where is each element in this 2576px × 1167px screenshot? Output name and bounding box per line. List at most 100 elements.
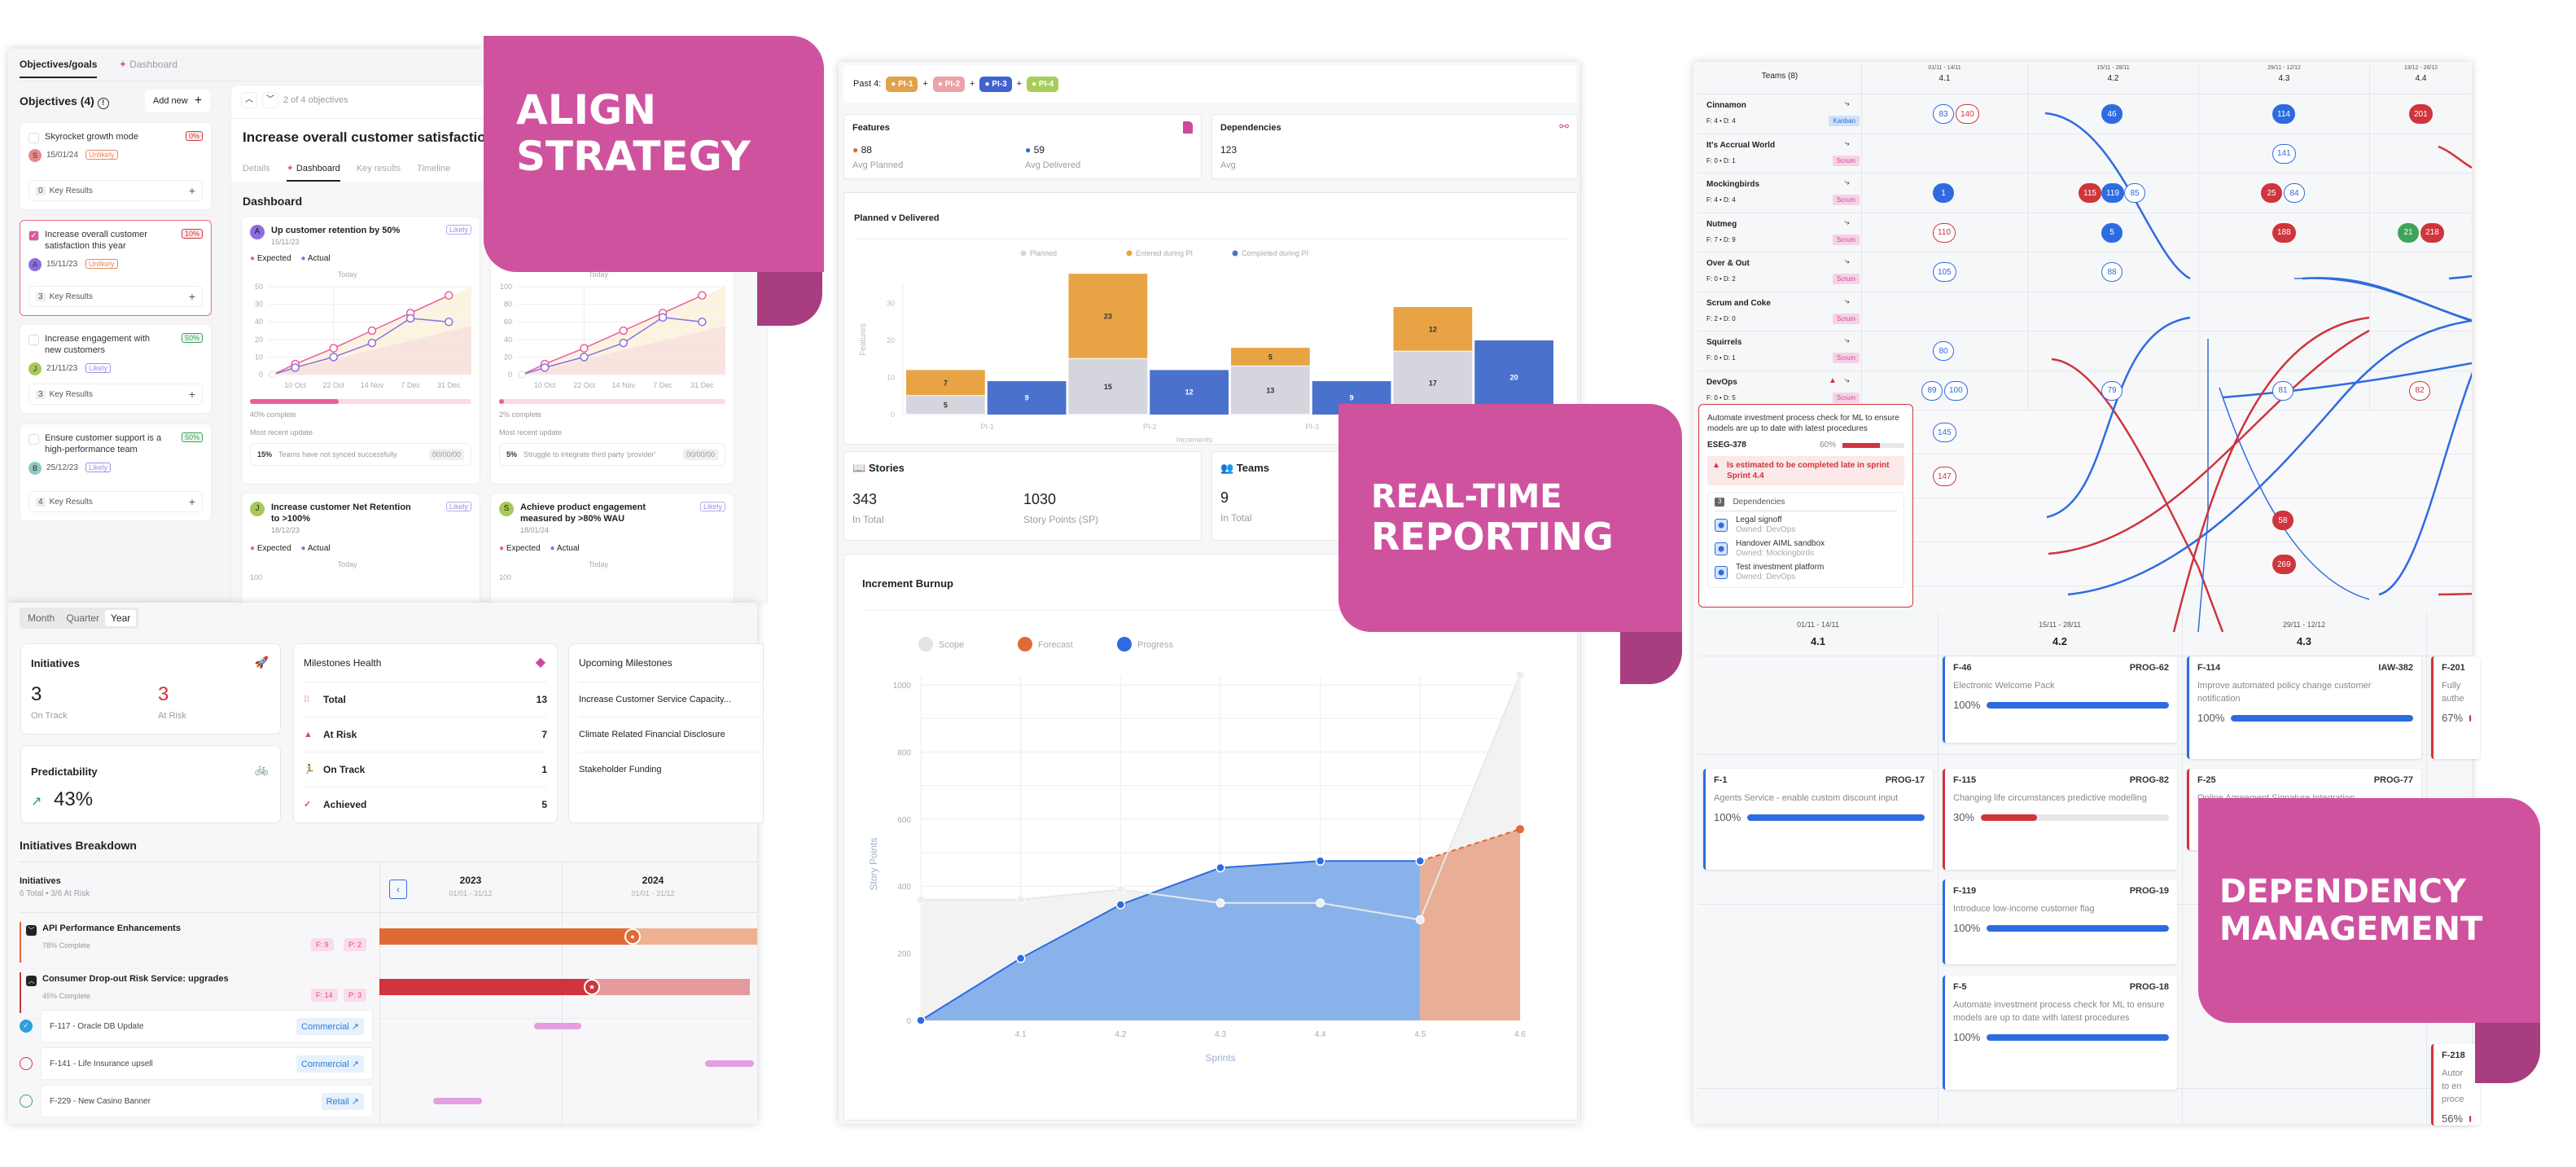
plus-icon[interactable]: +	[188, 184, 195, 197]
dependency-node[interactable]: 25	[2261, 183, 2282, 204]
dependency-node[interactable]: 201	[2409, 104, 2433, 125]
add-new-button[interactable]: Add new +	[145, 90, 210, 112]
team-row[interactable]: Nutmeg F: 7 • D: 9 ⤷ Scrum	[1698, 213, 2472, 252]
feature-card[interactable]: F-1 PROG-17 Agents Service - enable custom…	[1703, 769, 1933, 870]
feature-card[interactable]: F-5 PROG-18 Automate investment process ch…	[1943, 976, 2177, 1090]
dependency-node[interactable]: 58	[2272, 511, 2293, 530]
dependency-node[interactable]: 188	[2272, 222, 2296, 243]
plus-icon[interactable]: +	[188, 388, 195, 401]
team-row[interactable]: Scrum and Coke F: 2 • D: 0 ⤷ Scrum	[1698, 292, 2472, 331]
dependency-node[interactable]: 110	[1933, 222, 1956, 243]
team-row[interactable]: It's Accrual World F: 0 • D: 1 ⤷ Scrum	[1698, 134, 2472, 173]
dependency-node[interactable]: 81	[2272, 380, 2293, 401]
dependency-node[interactable]: 100	[1944, 380, 1968, 401]
team-link-icon[interactable]: ⤷	[1845, 257, 1850, 266]
gantt-prev-button[interactable]: ‹	[389, 880, 407, 899]
dependency-node[interactable]: 115	[2079, 183, 2101, 204]
dependency-node[interactable]: 1	[1933, 183, 1954, 204]
dependency-item[interactable]: ⬢ Handover AIML sandbox Owned: Mockingbird…	[1715, 539, 1897, 559]
dependency-node[interactable]: 88	[2101, 262, 2123, 283]
dependency-node[interactable]: 46	[2101, 104, 2123, 125]
dependency-node[interactable]: 82	[2409, 380, 2430, 401]
dependency-node[interactable]: 79	[2101, 380, 2123, 401]
pi-chip[interactable]: ● PI-4	[1027, 76, 1059, 92]
key-results-row[interactable]: 4 Key Results +	[28, 491, 203, 512]
dependency-node[interactable]: 21	[2398, 222, 2419, 243]
plus-icon[interactable]: +	[188, 495, 195, 508]
chevron-down-icon[interactable]: ﹀	[262, 92, 278, 108]
feature-tag-link[interactable]: Commercial ↗	[296, 1055, 364, 1073]
initiative-title[interactable]: API Performance Enhancements	[42, 924, 181, 933]
pi-chip[interactable]: ● PI-3	[979, 76, 1012, 92]
checkbox[interactable]: ✓	[28, 230, 39, 241]
dependency-node[interactable]: 147	[1933, 467, 1956, 486]
team-link-icon[interactable]: ⤷	[1845, 217, 1850, 227]
feature-card[interactable]: F-114 IAW-382 Improve automated policy cha…	[2187, 656, 2421, 759]
key-results-row[interactable]: 3 Key Results +	[28, 286, 203, 307]
feature-card[interactable]: F-218 Autor to en proce 56%	[2431, 1044, 2480, 1125]
dependency-item[interactable]: ⬢ Legal signoff Owned: DevOps	[1715, 515, 1897, 535]
feature-row[interactable]: F-141 - Life Insurance upsell Commercial …	[41, 1047, 373, 1080]
team-row[interactable]: Over & Out F: 0 • D: 2 ⤷ Scrum	[1698, 252, 2472, 292]
period-quarter[interactable]: Quarter	[66, 612, 100, 624]
team-row[interactable]: Cinnamon F: 4 • D: 4 ⤷ Kanban	[1698, 94, 2472, 134]
dependency-node[interactable]: 85	[2124, 183, 2145, 204]
dependency-node[interactable]: 89	[1921, 380, 1943, 401]
objective-card[interactable]: Skyrocket growth mode 0% S 15/01/24 Unlikely…	[20, 122, 212, 210]
tab-dashboard[interactable]: ✦ Dashboard	[286, 163, 340, 182]
plus-icon[interactable]: +	[188, 290, 195, 303]
objective-card[interactable]: Ensure customer support is a high-perfor…	[20, 423, 212, 521]
key-results-row[interactable]: 0 Key Results +	[28, 180, 203, 201]
team-row[interactable]: Squirrels F: 0 • D: 1 ⤷ Scrum	[1698, 331, 2472, 371]
feature-card[interactable]: F-115 PROG-82 Changing life circumstances …	[1943, 769, 2177, 870]
checkbox[interactable]	[28, 133, 39, 143]
dependency-node[interactable]: 141	[2272, 143, 2296, 164]
dependency-node[interactable]: 105	[1933, 262, 1956, 283]
team-link-icon[interactable]: ⤷	[1845, 296, 1850, 306]
period-year[interactable]: Year	[105, 610, 137, 626]
objective-card[interactable]: Increase engagement with new customers 50…	[20, 324, 212, 414]
period-month[interactable]: Month	[28, 612, 55, 624]
feature-tag-link[interactable]: Retail ↗	[321, 1092, 364, 1110]
feature-card[interactable]: F-201 Fully authe 67%	[2431, 656, 2480, 759]
dependency-node[interactable]: 145	[1933, 423, 1956, 442]
team-link-icon[interactable]: ⤷	[1845, 138, 1850, 148]
initiative-title[interactable]: Consumer Drop-out Risk Service: upgrades	[42, 974, 229, 984]
feature-tag-link[interactable]: Commercial ↗	[296, 1017, 364, 1035]
feature-card[interactable]: F-46 PROG-62 Electronic Welcome Pack 100%	[1943, 656, 2177, 743]
upcoming-milestone[interactable]: Stakeholder Funding	[579, 752, 763, 787]
dependency-node[interactable]: 269	[2272, 555, 2296, 574]
checkbox[interactable]	[28, 335, 39, 345]
info-icon[interactable]: !	[97, 98, 109, 109]
dependency-node[interactable]: 114	[2272, 104, 2295, 125]
dependency-node[interactable]: 218	[2420, 222, 2444, 243]
dependency-node[interactable]: 5	[2101, 222, 2123, 243]
objective-card[interactable]: ✓ Increase overall customer satisfaction …	[20, 220, 212, 316]
upcoming-milestone[interactable]: Climate Related Financial Disclosure	[579, 717, 763, 752]
dependency-node[interactable]: 140	[1956, 104, 1979, 125]
feature-card[interactable]: F-119 PROG-19 Introduce low-income custome…	[1943, 880, 2177, 964]
chevron-up-icon[interactable]: ︿	[241, 92, 257, 108]
team-link-icon[interactable]: ⤷	[1845, 336, 1850, 345]
expand-icon[interactable]: ﹀	[26, 925, 37, 936]
tab-details[interactable]: Details	[243, 164, 270, 180]
dependency-item[interactable]: ⬢ Test investment platform Owned: DevOps	[1715, 563, 1897, 582]
pi-chip[interactable]: ● PI-2	[932, 76, 966, 92]
feature-row[interactable]: F-117 - Oracle DB Update Commercial ↗	[41, 1010, 373, 1042]
tab-timeline[interactable]: Timeline	[417, 164, 450, 180]
dependency-node[interactable]: 84	[2284, 183, 2305, 204]
team-link-icon[interactable]: ⤷	[1845, 99, 1850, 108]
key-results-row[interactable]: 3 Key Results +	[28, 384, 203, 405]
team-link-icon[interactable]: ⤷	[1845, 178, 1850, 187]
tab-dashboard[interactable]: ✦ Dashboard	[119, 59, 177, 77]
expand-icon[interactable]: ︿	[26, 976, 37, 986]
dependency-node[interactable]: 80	[1933, 341, 1954, 362]
tab-key-results[interactable]: Key results	[357, 164, 401, 180]
upcoming-milestone[interactable]: Increase Customer Service Capacity...	[579, 682, 763, 717]
pi-chip[interactable]: ● PI-1	[886, 76, 918, 92]
feature-row[interactable]: F-229 - New Casino Banner Retail ↗	[41, 1085, 373, 1117]
dependency-node[interactable]: 119	[2101, 183, 2124, 204]
dependency-node[interactable]: 83	[1933, 104, 1954, 125]
team-link-icon[interactable]: ⤷	[1845, 375, 1850, 385]
tab-objectives[interactable]: Objectives/goals	[20, 59, 98, 78]
